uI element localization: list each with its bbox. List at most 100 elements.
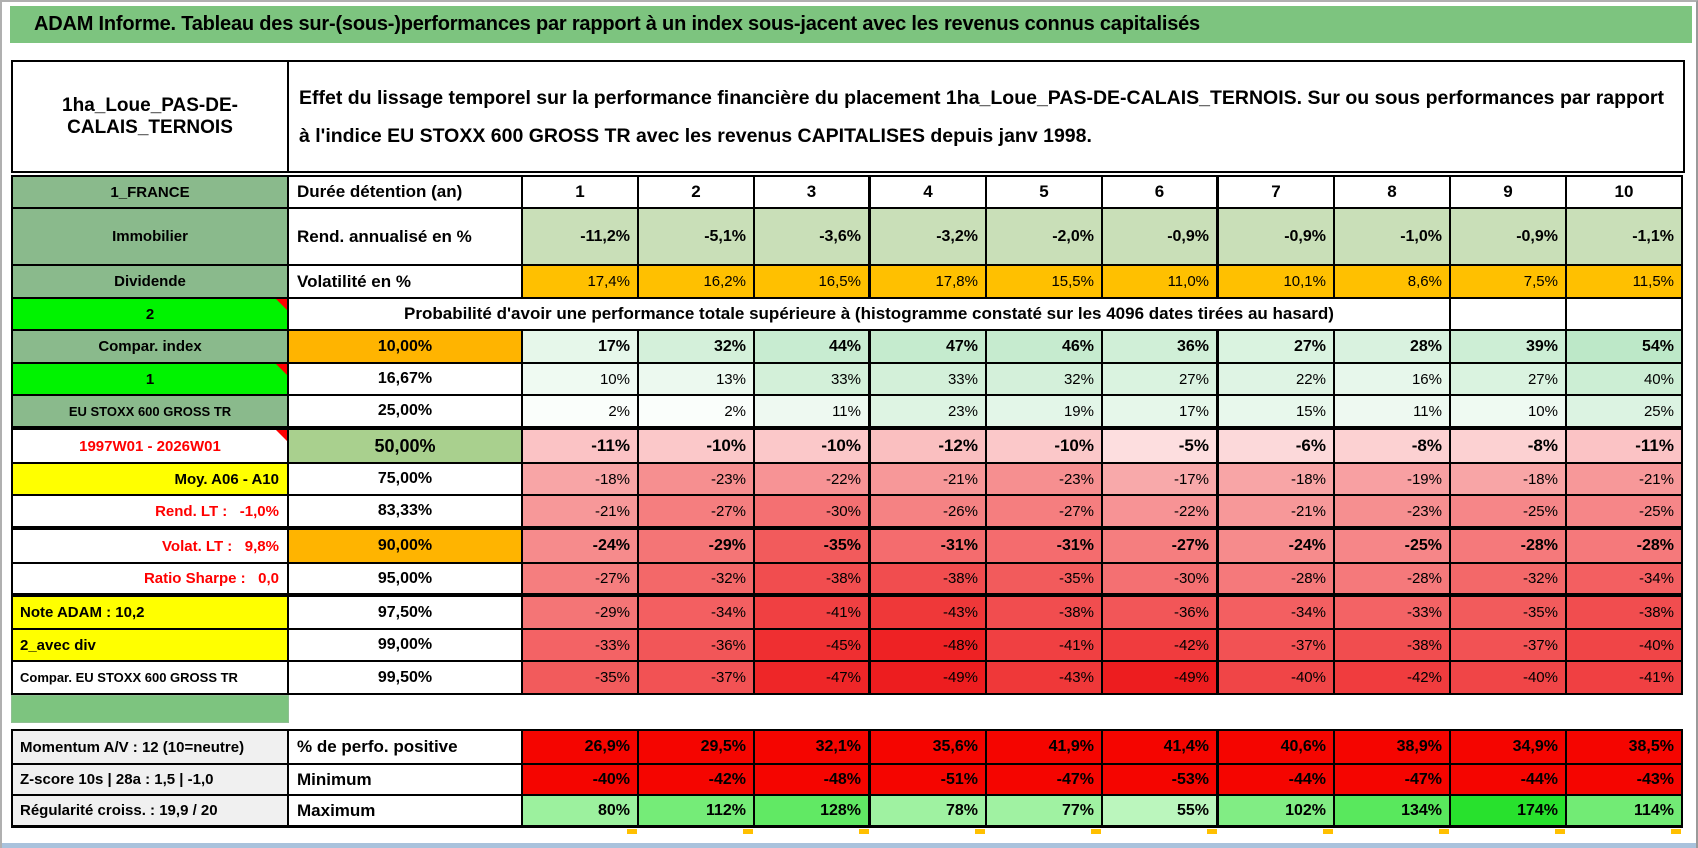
value-cell[interactable]: -35% [755,530,871,564]
value-cell[interactable]: -0,9% [1219,209,1335,266]
value-cell[interactable]: 38,5% [1567,731,1683,765]
value-cell[interactable]: 32% [639,331,755,364]
value-cell[interactable]: -0,9% [1103,209,1219,266]
value-cell[interactable]: 11,0% [1103,266,1219,299]
value-cell[interactable]: -47% [1335,765,1451,796]
value-cell[interactable]: -24% [1219,530,1335,564]
value-cell[interactable]: -25% [1335,530,1451,564]
value-cell[interactable]: 11% [1335,396,1451,428]
value-cell[interactable]: -17% [1103,464,1219,496]
value-cell[interactable]: -43% [1567,765,1683,796]
value-cell[interactable]: -47% [755,662,871,695]
value-cell[interactable]: -28% [1451,530,1567,564]
value-cell[interactable]: -11% [523,430,639,464]
value-cell[interactable]: 2% [639,396,755,428]
value-cell[interactable]: -33% [1335,597,1451,630]
value-cell[interactable]: 8,6% [1335,266,1451,299]
value-cell[interactable]: -47% [987,765,1103,796]
measure-cell[interactable]: 90,00% [289,530,523,564]
row-label-cell[interactable]: Rend. LT : -1,0% [13,496,289,528]
row-label-cell[interactable]: 1 [13,364,289,396]
value-cell[interactable]: 16% [1335,364,1451,396]
value-cell[interactable]: -38% [1567,597,1683,630]
value-cell[interactable]: 16,2% [639,266,755,299]
value-cell[interactable]: 78% [871,796,987,827]
value-cell[interactable]: -27% [639,496,755,528]
value-cell[interactable]: 7,5% [1451,266,1567,299]
value-cell[interactable]: -23% [1335,496,1451,528]
sheet-title-cell[interactable]: ADAM Informe. Tableau des sur-(sous-)per… [10,6,1692,43]
value-cell[interactable]: 55% [1103,796,1219,827]
value-cell[interactable]: 11,5% [1567,266,1683,299]
value-cell[interactable]: -33% [523,630,639,662]
value-cell[interactable]: 15,5% [987,266,1103,299]
value-cell[interactable]: -22% [755,464,871,496]
value-cell[interactable]: -40% [1567,630,1683,662]
row-label-cell[interactable]: Régularité croiss. : 19,9 / 20 [13,796,289,827]
value-cell[interactable]: -41% [987,630,1103,662]
value-cell[interactable]: -29% [523,597,639,630]
value-cell[interactable]: -40% [1219,662,1335,695]
row-label-cell[interactable]: Volat. LT : 9,8% [13,530,289,564]
value-cell[interactable]: -26% [871,496,987,528]
value-cell[interactable]: 174% [1451,796,1567,827]
value-cell[interactable]: -23% [987,464,1103,496]
value-cell[interactable]: -18% [523,464,639,496]
value-cell[interactable]: -31% [871,530,987,564]
value-cell[interactable]: -21% [1219,496,1335,528]
value-cell[interactable]: -11,2% [523,209,639,266]
green-spacer-cell[interactable] [11,695,289,723]
value-cell[interactable]: 114% [1567,796,1683,827]
row-label-cell[interactable]: Compar. EU STOXX 600 GROSS TR [13,662,289,695]
empty-cell[interactable] [1451,299,1567,331]
value-cell[interactable]: 29,5% [639,731,755,765]
duration-col-header[interactable]: 4 [871,177,987,209]
value-cell[interactable]: -3,2% [871,209,987,266]
value-cell[interactable]: -44% [1451,765,1567,796]
value-cell[interactable]: -18% [1219,464,1335,496]
value-cell[interactable]: 10,1% [1219,266,1335,299]
measure-cell[interactable]: 95,00% [289,564,523,595]
value-cell[interactable]: -37% [1219,630,1335,662]
value-cell[interactable]: 33% [755,364,871,396]
measure-cell[interactable]: Minimum [289,765,523,796]
row-label-cell[interactable]: EU STOXX 600 GROSS TR [13,396,289,428]
value-cell[interactable]: 16,5% [755,266,871,299]
value-cell[interactable]: -10% [987,430,1103,464]
value-cell[interactable]: -31% [987,530,1103,564]
row-label-cell[interactable]: 1_FRANCE [13,177,289,209]
value-cell[interactable]: -51% [871,765,987,796]
value-cell[interactable]: -53% [1103,765,1219,796]
value-cell[interactable]: -30% [1103,564,1219,595]
value-cell[interactable]: -28% [1219,564,1335,595]
duration-col-header[interactable]: 9 [1451,177,1567,209]
value-cell[interactable]: 10% [523,364,639,396]
value-cell[interactable]: -19% [1335,464,1451,496]
value-cell[interactable]: 112% [639,796,755,827]
value-cell[interactable]: 15% [1219,396,1335,428]
value-cell[interactable]: -34% [1219,597,1335,630]
value-cell[interactable]: -35% [1451,597,1567,630]
value-cell[interactable]: -48% [871,630,987,662]
value-cell[interactable]: 54% [1567,331,1683,364]
value-cell[interactable]: -2,0% [987,209,1103,266]
measure-cell[interactable]: 83,33% [289,496,523,528]
duration-col-header[interactable]: 3 [755,177,871,209]
value-cell[interactable]: 35,6% [871,731,987,765]
row-label-cell[interactable]: 2_avec div [13,630,289,662]
value-cell[interactable]: -11% [1567,430,1683,464]
duration-col-header[interactable]: 7 [1219,177,1335,209]
value-cell[interactable]: -42% [1335,662,1451,695]
measure-cell[interactable]: 99,00% [289,630,523,662]
value-cell[interactable]: -49% [871,662,987,695]
value-cell[interactable]: 34,9% [1451,731,1567,765]
row-label-cell[interactable]: Z-score 10s | 28a : 1,5 | -1,0 [13,765,289,796]
value-cell[interactable]: -36% [639,630,755,662]
value-cell[interactable]: -29% [639,530,755,564]
value-cell[interactable]: -23% [639,464,755,496]
measure-cell[interactable]: Rend. annualisé en % [289,209,523,266]
value-cell[interactable]: 102% [1219,796,1335,827]
value-cell[interactable]: -38% [1335,630,1451,662]
value-cell[interactable]: -42% [1103,630,1219,662]
measure-cell[interactable]: 16,67% [289,364,523,396]
